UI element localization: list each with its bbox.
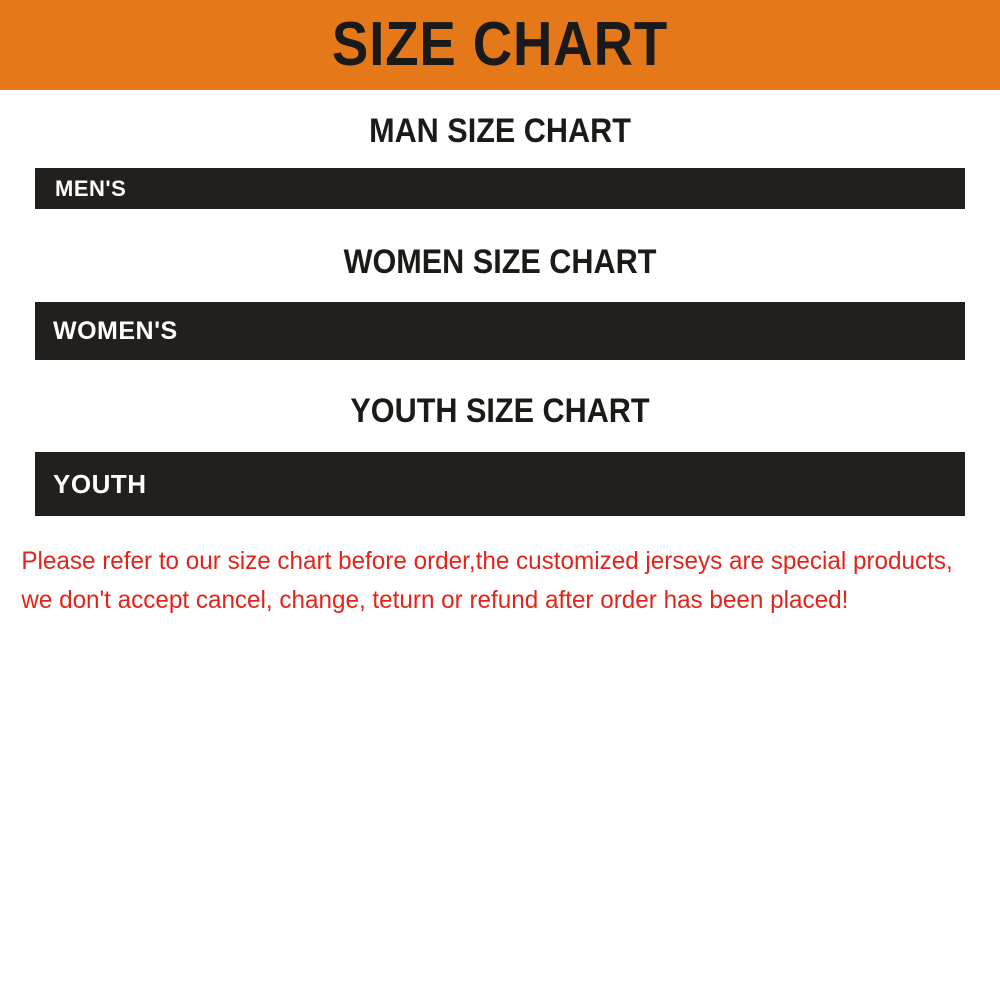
women-size-table: WOMEN'S xyxy=(35,302,965,360)
women-header-row: WOMEN'S xyxy=(35,302,965,360)
man-section-title: MAN SIZE CHART xyxy=(369,112,631,150)
man-table-head: MEN'S xyxy=(35,168,965,209)
women-corner-label: WOMEN'S xyxy=(35,302,965,360)
women-size-table-wrap: WOMEN'S xyxy=(35,302,965,360)
youth-section-title: YOUTH SIZE CHART xyxy=(350,392,650,430)
youth-size-table-wrap: YOUTH xyxy=(35,452,965,516)
women-section-title: WOMEN SIZE CHART xyxy=(343,243,657,281)
women-table-head: WOMEN'S xyxy=(35,302,965,360)
man-header-row: MEN'S xyxy=(35,168,965,209)
page-banner: SIZE CHART xyxy=(0,0,1000,90)
footer-disclaimer-line-2: we don't accept cancel, change, teturn o… xyxy=(21,585,849,614)
youth-table-head: YOUTH xyxy=(35,452,965,516)
page-title: SIZE CHART xyxy=(331,10,669,79)
man-size-table: MEN'S xyxy=(35,168,965,209)
man-corner-label: MEN'S xyxy=(35,168,965,209)
footer-disclaimer-line-1: Please refer to our size chart before or… xyxy=(21,547,953,575)
youth-header-row: YOUTH xyxy=(35,452,965,516)
footer-disclaimer: Please refer to our size chart before or… xyxy=(0,542,970,620)
youth-corner-label: YOUTH xyxy=(35,452,965,516)
man-size-table-wrap: MEN'S xyxy=(35,168,965,209)
youth-size-table: YOUTH xyxy=(35,452,965,516)
